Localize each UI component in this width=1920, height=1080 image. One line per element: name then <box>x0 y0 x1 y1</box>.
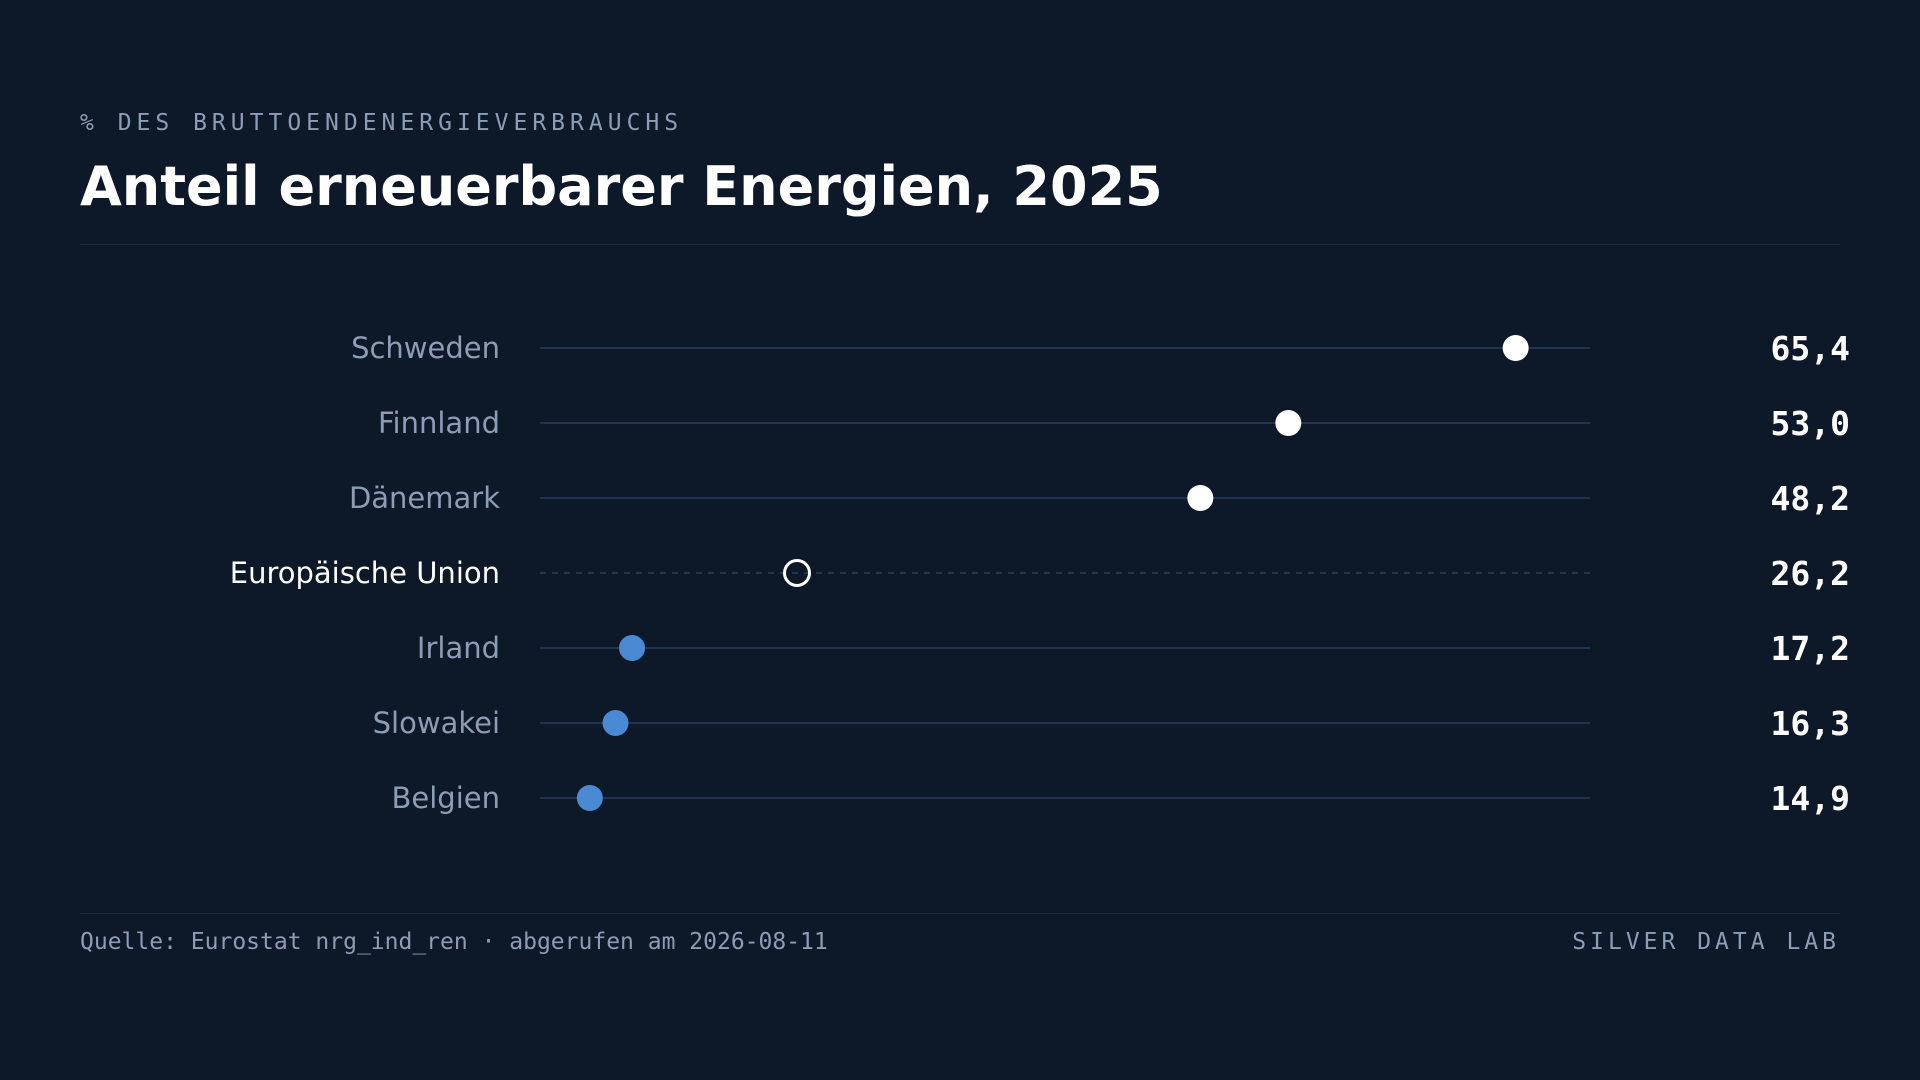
brand-label: SILVER DATA LAB <box>1572 929 1840 955</box>
category-label: Slowakei <box>373 706 500 740</box>
header-divider <box>80 244 1840 245</box>
data-dot <box>602 710 629 736</box>
row-irland: Irland 17,2 <box>417 629 1850 668</box>
category-label: Schweden <box>351 331 500 365</box>
data-dot <box>1275 410 1302 436</box>
category-label: Dänemark <box>349 481 500 515</box>
row-dänemark: Dänemark 48,2 <box>349 479 1850 518</box>
value-label: 53,0 <box>1771 404 1850 443</box>
value-label: 65,4 <box>1771 329 1850 368</box>
data-dot <box>619 635 645 661</box>
footer-divider <box>80 913 1840 914</box>
data-dot <box>1187 485 1214 511</box>
row-europäische-union: Europäische Union 26,2 <box>230 554 1850 593</box>
row-belgien: Belgien 14,9 <box>392 779 1850 818</box>
row-finnland: Finnland 53,0 <box>378 404 1850 443</box>
data-dot <box>1502 335 1529 361</box>
value-label: 26,2 <box>1771 554 1850 593</box>
category-label: Finnland <box>378 406 500 440</box>
data-dot <box>576 785 603 811</box>
category-label: Belgien <box>392 781 500 815</box>
value-label: 48,2 <box>1771 479 1850 518</box>
reference-dot <box>783 559 811 587</box>
category-label: Irland <box>417 631 500 665</box>
row-slowakei: Slowakei 16,3 <box>373 704 1850 743</box>
chart-title: Anteil erneuerbarer Energien, 2025 <box>80 155 1163 218</box>
row-schweden: Schweden 65,4 <box>351 329 1850 368</box>
category-label: Europäische Union <box>230 556 500 590</box>
value-label: 16,3 <box>1771 704 1850 743</box>
chart-subtitle: % DES BRUTTOENDENERGIEVERBRAUCHS <box>80 110 684 136</box>
source-note: Quelle: Eurostat nrg_ind_ren · abgerufen… <box>80 929 828 955</box>
value-label: 17,2 <box>1771 629 1850 668</box>
value-label: 14,9 <box>1771 779 1850 818</box>
